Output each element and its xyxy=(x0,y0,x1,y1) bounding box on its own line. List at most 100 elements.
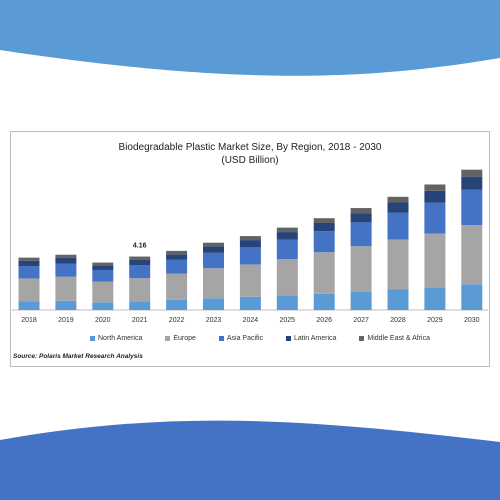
legend-item-north-america: North America xyxy=(90,335,142,342)
bar-segment-2027-europe xyxy=(350,246,372,292)
bar-segment-2024-middle-east-africa xyxy=(239,236,261,241)
bar-segment-2027-north-america xyxy=(350,291,372,310)
x-tick-label-2024: 2024 xyxy=(243,317,259,324)
bar-segment-2019-latin-america xyxy=(55,257,77,264)
legend-label-europe: Europe xyxy=(173,335,196,342)
bar-segment-2018-latin-america xyxy=(18,260,40,267)
bar-segment-2021-latin-america xyxy=(129,259,151,266)
chart-subtitle: (USD Billion) xyxy=(221,155,279,166)
bar-segment-2029-europe xyxy=(424,233,446,288)
x-tick-label-2027: 2027 xyxy=(353,317,369,324)
x-tick-label-2018: 2018 xyxy=(21,317,37,324)
bar-segment-2027-asia-pacific xyxy=(350,222,372,247)
bar-segment-2020-north-america xyxy=(92,302,114,310)
bar-segment-2021-middle-east-africa xyxy=(129,256,151,260)
bar-segment-2028-europe xyxy=(387,239,409,290)
bar-segment-2028-latin-america xyxy=(387,202,409,213)
bar-segment-2029-north-america xyxy=(424,287,446,310)
bar-segment-2023-asia-pacific xyxy=(203,252,224,269)
bar-segment-2018-north-america xyxy=(18,301,40,310)
legend-item-latin-america: Latin America xyxy=(285,335,337,342)
bar-segment-2024-europe xyxy=(239,264,261,297)
data-label-2021: 4.16 xyxy=(133,243,147,250)
legend-item-middle-east-africa: Middle East & Africa xyxy=(359,335,430,342)
bar-segment-2025-north-america xyxy=(276,295,298,310)
bar-segment-2022-europe xyxy=(166,273,188,300)
bar-segment-2025-middle-east-africa xyxy=(276,227,298,233)
bar-segment-2021-europe xyxy=(129,278,151,302)
bar-segment-2020-europe xyxy=(92,281,114,303)
bar-segment-2023-middle-east-africa xyxy=(203,242,224,247)
x-tick-label-2021: 2021 xyxy=(132,317,148,324)
bar-segment-2028-asia-pacific xyxy=(387,212,409,240)
legend-label-latin-america: Latin America xyxy=(293,335,337,342)
x-tick-label-2020: 2020 xyxy=(95,317,111,324)
x-tick-label-2030: 2030 xyxy=(464,317,480,324)
bar-segment-2020-middle-east-africa xyxy=(92,262,114,266)
bar-segment-2024-asia-pacific xyxy=(239,247,261,265)
x-tick-label-2029: 2029 xyxy=(427,317,443,324)
bar-segment-2022-middle-east-africa xyxy=(166,250,188,255)
bar-segment-2024-north-america xyxy=(239,296,261,310)
bar-segment-2027-middle-east-africa xyxy=(350,208,372,214)
x-tick-label-2026: 2026 xyxy=(316,317,332,324)
bar-segment-2028-north-america xyxy=(387,289,409,310)
chart-title: Biodegradable Plastic Market Size, By Re… xyxy=(118,142,382,153)
bar-segment-2030-europe xyxy=(461,224,483,285)
top-wave-decoration xyxy=(0,0,500,76)
top-wave-shape xyxy=(0,0,500,76)
bar-segment-2018-europe xyxy=(18,278,40,302)
legend-item-asia-pacific: Asia Pacific xyxy=(218,335,264,342)
legend-swatch-europe xyxy=(165,336,171,341)
bar-segment-2030-middle-east-africa xyxy=(461,169,483,177)
bar-segment-2029-middle-east-africa xyxy=(424,184,446,191)
bottom-wave-shape xyxy=(0,420,500,500)
x-tick-label-2028: 2028 xyxy=(390,317,406,324)
bar-segment-2026-middle-east-africa xyxy=(313,218,335,223)
bar-segment-2029-latin-america xyxy=(424,190,446,203)
bar-segment-2030-latin-america xyxy=(461,176,483,190)
bar-segment-2027-latin-america xyxy=(350,213,372,223)
source-note: Source: Polaris Market Research Analysis xyxy=(13,353,143,360)
bar-segment-2026-north-america xyxy=(313,293,335,310)
bar-segment-2018-asia-pacific xyxy=(18,266,40,279)
bar-segment-2029-asia-pacific xyxy=(424,202,446,234)
bar-segment-2024-latin-america xyxy=(239,240,261,248)
bar-segment-2030-asia-pacific xyxy=(461,189,483,225)
bottom-wave-decoration xyxy=(0,420,500,500)
bar-segment-2019-north-america xyxy=(55,300,77,310)
bar-segment-2023-europe xyxy=(203,268,224,299)
bar-segment-2022-north-america xyxy=(166,299,188,310)
bar-segment-2018-middle-east-africa xyxy=(18,257,40,261)
x-tick-label-2019: 2019 xyxy=(58,317,74,324)
bar-segment-2025-latin-america xyxy=(276,232,298,240)
legend-swatch-asia-pacific xyxy=(218,336,224,341)
chart-legend: North America Europe Asia Pacific Latin … xyxy=(90,335,430,342)
bar-segment-2021-north-america xyxy=(129,301,151,310)
bar-segment-2020-latin-america xyxy=(92,265,114,270)
bar-segment-2022-asia-pacific xyxy=(166,259,188,274)
bar-segment-2026-europe xyxy=(313,252,335,294)
bar-segment-2026-asia-pacific xyxy=(313,231,335,253)
bar-segment-2022-latin-america xyxy=(166,254,188,260)
legend-swatch-north-america xyxy=(90,336,95,341)
legend-swatch-latin-america xyxy=(285,336,291,341)
legend-label-north-america: North America xyxy=(98,335,143,342)
bar-segment-2026-latin-america xyxy=(313,222,335,232)
bar-segment-2028-middle-east-africa xyxy=(387,196,409,203)
x-tick-label-2023: 2023 xyxy=(206,317,222,324)
bar-segment-2019-middle-east-africa xyxy=(55,254,77,258)
bar-segment-2020-asia-pacific xyxy=(92,269,114,282)
bar-segment-2019-europe xyxy=(55,276,77,301)
x-tick-label-2025: 2025 xyxy=(280,317,296,324)
bar-segment-2023-latin-america xyxy=(203,246,224,253)
legend-label-middle-east-africa: Middle East & Africa xyxy=(367,335,430,342)
bar-segment-2019-asia-pacific xyxy=(55,263,77,277)
legend-swatch-middle-east-africa xyxy=(359,336,365,341)
legend-label-asia-pacific: Asia Pacific xyxy=(226,335,264,342)
x-tick-label-2022: 2022 xyxy=(169,317,185,324)
bar-segment-2030-north-america xyxy=(461,284,483,310)
bar-segment-2021-asia-pacific xyxy=(129,265,151,279)
bar-segment-2023-north-america xyxy=(203,298,224,310)
